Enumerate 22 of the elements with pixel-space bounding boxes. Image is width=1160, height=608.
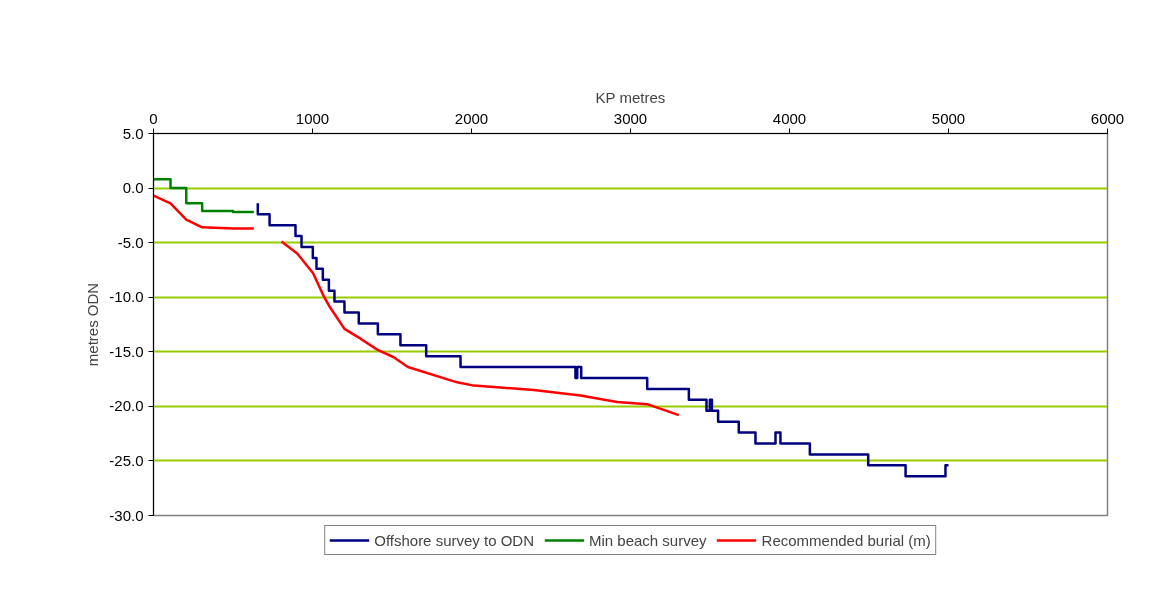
y-tick-label: -25.0 — [109, 451, 144, 469]
x-axis-title: KP metres — [595, 88, 666, 106]
x-tick-label: 0 — [149, 109, 158, 127]
y-tick-label: -30.0 — [109, 506, 144, 524]
x-tick-label: 3000 — [613, 109, 648, 127]
y-tick-label: -20.0 — [109, 397, 144, 415]
x-tick-label: 4000 — [772, 109, 807, 127]
y-axis-title: metres ODN — [84, 282, 102, 367]
legend-label: Min beach survey — [588, 531, 707, 549]
y-tick-label: -15.0 — [109, 342, 144, 360]
line-series — [153, 178, 256, 214]
legend-label: Recommended burial (m) — [761, 531, 931, 549]
y-tick-label: -5.0 — [117, 233, 144, 251]
legend-label: Offshore survey to ODN — [374, 531, 534, 549]
x-tick-label: 5000 — [931, 109, 966, 127]
x-tick-label: 6000 — [1090, 109, 1125, 127]
x-tick-label: 2000 — [454, 109, 489, 127]
y-tick-label: -10.0 — [109, 288, 144, 306]
y-tick-label: 5.0 — [122, 124, 144, 142]
line-series — [256, 202, 950, 478]
y-tick-label: 0.0 — [122, 179, 144, 197]
x-tick-label: 1000 — [295, 109, 330, 127]
